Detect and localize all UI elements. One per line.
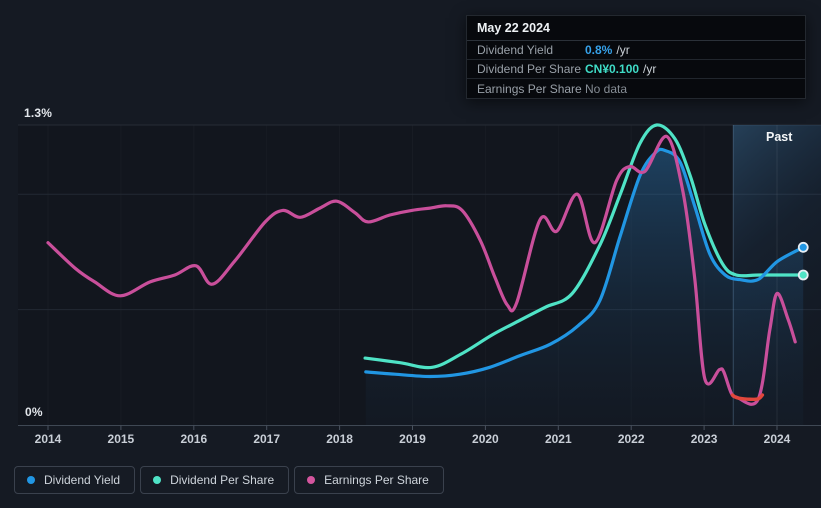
chart-legend: Dividend Yield Dividend Per Share Earnings… (14, 466, 444, 494)
tooltip-date: May 22 2024 (467, 16, 805, 41)
x-tick-label-2017: 2017 (253, 432, 281, 446)
x-tick-label-2014: 2014 (34, 432, 62, 446)
x-axis-labels: 2014 2015 2016 2017 2018 2019 2020 2021 2022 2023… (0, 432, 821, 448)
legend-label: Earnings Per Share (324, 473, 429, 487)
earnings-per-share-negative-segment (730, 393, 765, 402)
legend-label: Dividend Yield (44, 473, 121, 487)
legend-dot (153, 476, 162, 484)
tooltip-row-label: Dividend Per Share (477, 62, 582, 76)
tooltip-row-label: Dividend Yield (477, 43, 554, 57)
x-tick-label-2020: 2020 (472, 432, 499, 446)
chart-tooltip: May 22 2024 Dividend Yield 0.8%/yr Dividen… (466, 15, 806, 99)
tooltip-row-value: 0.8% (585, 43, 613, 57)
tooltip-rows: Dividend Yield 0.8%/yr Dividend Per Share C… (467, 41, 805, 98)
tooltip-row-earnings-per-share: Earnings Per Share No data (467, 79, 805, 98)
y-axis-max-label: 1.3% (24, 106, 53, 120)
dividend-yield-area-fill (365, 149, 804, 425)
legend-label: Dividend Per Share (170, 473, 275, 487)
tooltip-row-label: Earnings Per Share (477, 81, 582, 96)
legend-item-earnings-per-share[interactable]: Earnings Per Share (294, 466, 444, 494)
x-tick-label-2022: 2022 (617, 432, 645, 446)
x-tick-label-2023: 2023 (690, 432, 718, 446)
tooltip-row-dividend-yield: Dividend Yield 0.8%/yr (467, 41, 805, 60)
dividend-per-share-end-dot (797, 269, 809, 281)
x-tick-label-2021: 2021 (544, 432, 572, 446)
legend-item-dividend-yield[interactable]: Dividend Yield (14, 466, 136, 494)
legend-dot (307, 476, 316, 484)
dividend-yield-line (364, 147, 805, 379)
x-tick-label-2019: 2019 (399, 432, 426, 446)
legend-item-dividend-per-share[interactable]: Dividend Per Share (140, 466, 290, 494)
y-axis-zero-label: 0% (25, 405, 43, 419)
x-tick-label-2015: 2015 (107, 432, 135, 446)
dividend-per-share-line (363, 123, 805, 370)
x-tick-label-2016: 2016 (180, 432, 208, 446)
x-tick-label-2024: 2024 (763, 432, 791, 446)
past-region-label: Past (766, 130, 793, 144)
legend-dot (27, 476, 35, 484)
tooltip-row-value: CN¥0.100 (585, 62, 640, 76)
earnings-per-share-line (46, 134, 797, 406)
tooltip-row-dividend-per-share: Dividend Per Share CN¥0.100/yr (467, 60, 805, 79)
dividend-yield-end-dot (797, 241, 809, 253)
tooltip-row-unit: /yr (616, 43, 630, 57)
tooltip-row-unit: /yr (643, 62, 657, 76)
tooltip-row-value: No data (585, 81, 628, 96)
x-tick-label-2018: 2018 (326, 432, 353, 446)
